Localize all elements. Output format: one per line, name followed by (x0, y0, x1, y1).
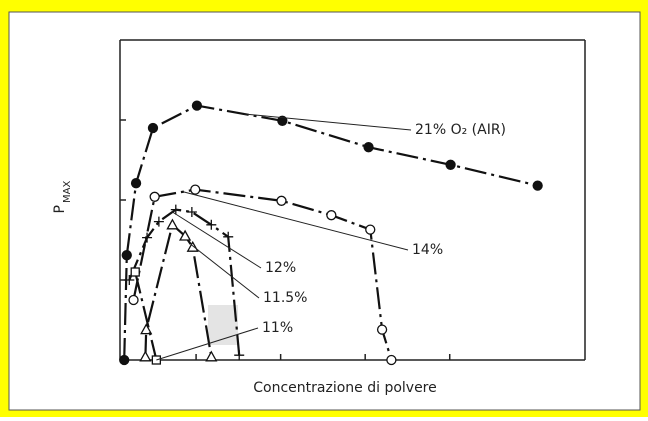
leader-line (172, 211, 262, 269)
point (363, 142, 374, 153)
point (142, 232, 153, 243)
panel (8, 11, 641, 411)
leader-line (243, 113, 412, 131)
point (149, 191, 160, 202)
point (277, 115, 288, 126)
point (166, 218, 179, 230)
point (130, 267, 140, 277)
point (178, 229, 192, 241)
shaded-region (208, 305, 238, 345)
series-line (132, 188, 393, 361)
y-axis-label-sub: MAX (62, 181, 73, 203)
series-line (128, 208, 241, 356)
series-line (134, 271, 158, 361)
point (386, 354, 397, 366)
point (140, 323, 153, 335)
point (223, 231, 234, 242)
series-line (144, 222, 213, 357)
point (186, 207, 197, 217)
point (276, 195, 287, 206)
point (139, 350, 152, 362)
point (121, 250, 132, 261)
point (191, 100, 203, 111)
y-axis-label-group: P MAX (52, 181, 73, 214)
series-label: 11% (262, 320, 293, 336)
point (186, 240, 199, 252)
point (147, 122, 159, 134)
point (376, 324, 388, 335)
point (119, 354, 130, 366)
series-label: 12% (265, 260, 296, 276)
point (234, 350, 245, 361)
point (326, 210, 337, 221)
x-axis-label: Concentrazione di polvere (253, 380, 437, 396)
leader-line (190, 244, 260, 299)
series-label: 21% O₂ (AIR) (415, 122, 506, 138)
series-label: 14% (412, 242, 443, 258)
point (190, 184, 201, 195)
leader-line (156, 327, 259, 361)
y-axis-label: P (52, 205, 68, 213)
point (365, 224, 376, 235)
point (206, 219, 217, 230)
point (445, 159, 456, 170)
point (532, 180, 543, 191)
point (124, 275, 135, 285)
point (130, 178, 142, 189)
point (128, 294, 139, 306)
point (205, 350, 218, 362)
leader-line (182, 191, 409, 251)
series-label: 11.5% (263, 290, 307, 306)
point (153, 216, 164, 227)
point (170, 204, 181, 215)
